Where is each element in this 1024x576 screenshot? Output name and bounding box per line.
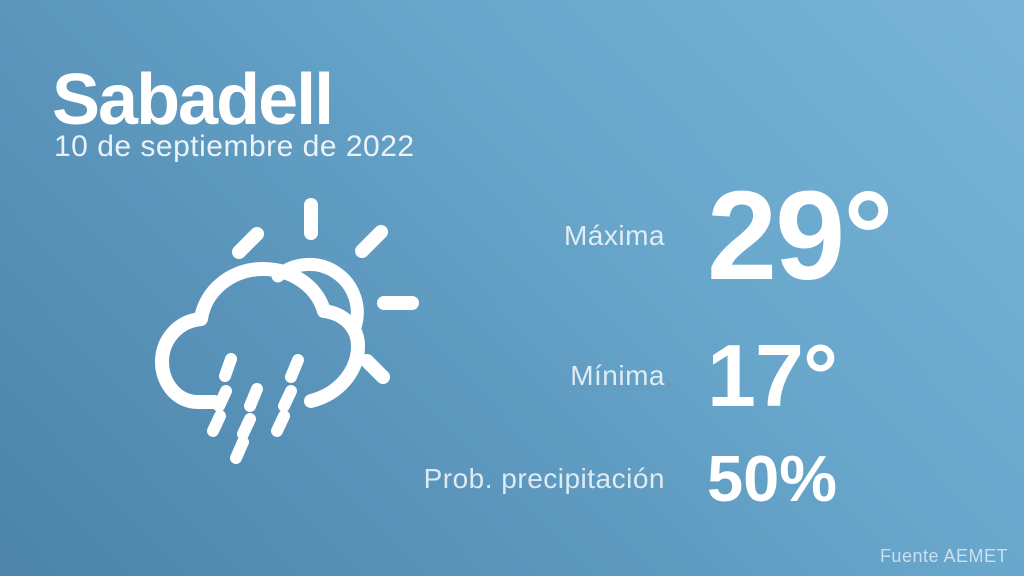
sun-disc-icon xyxy=(271,257,364,334)
forecast-row-precipitation: Prob. precipitación 50% xyxy=(380,432,1024,526)
precipitation-value: 50% xyxy=(707,441,838,515)
cloud-rain-sun-icon xyxy=(155,198,419,464)
forecast-row-minima: Mínima 17° xyxy=(380,322,1024,430)
forecast-date: 10 de septiembre de 2022 xyxy=(54,130,415,163)
page-title: Sabadell xyxy=(52,60,334,140)
maxima-label: Máxima xyxy=(563,220,665,251)
cloud-outline-icon xyxy=(155,262,365,409)
precipitation-label: Prob. precipitación xyxy=(423,463,665,494)
raindrops-icon xyxy=(207,353,304,464)
source-attribution: Fuente AEMET xyxy=(879,546,1008,566)
maxima-value: 29° xyxy=(707,165,894,307)
minima-label: Mínima xyxy=(570,360,665,391)
minima-value: 17° xyxy=(707,326,838,426)
forecast-row-maxima: Máxima 29° xyxy=(380,168,1024,304)
sun-rays-icon xyxy=(232,198,419,384)
